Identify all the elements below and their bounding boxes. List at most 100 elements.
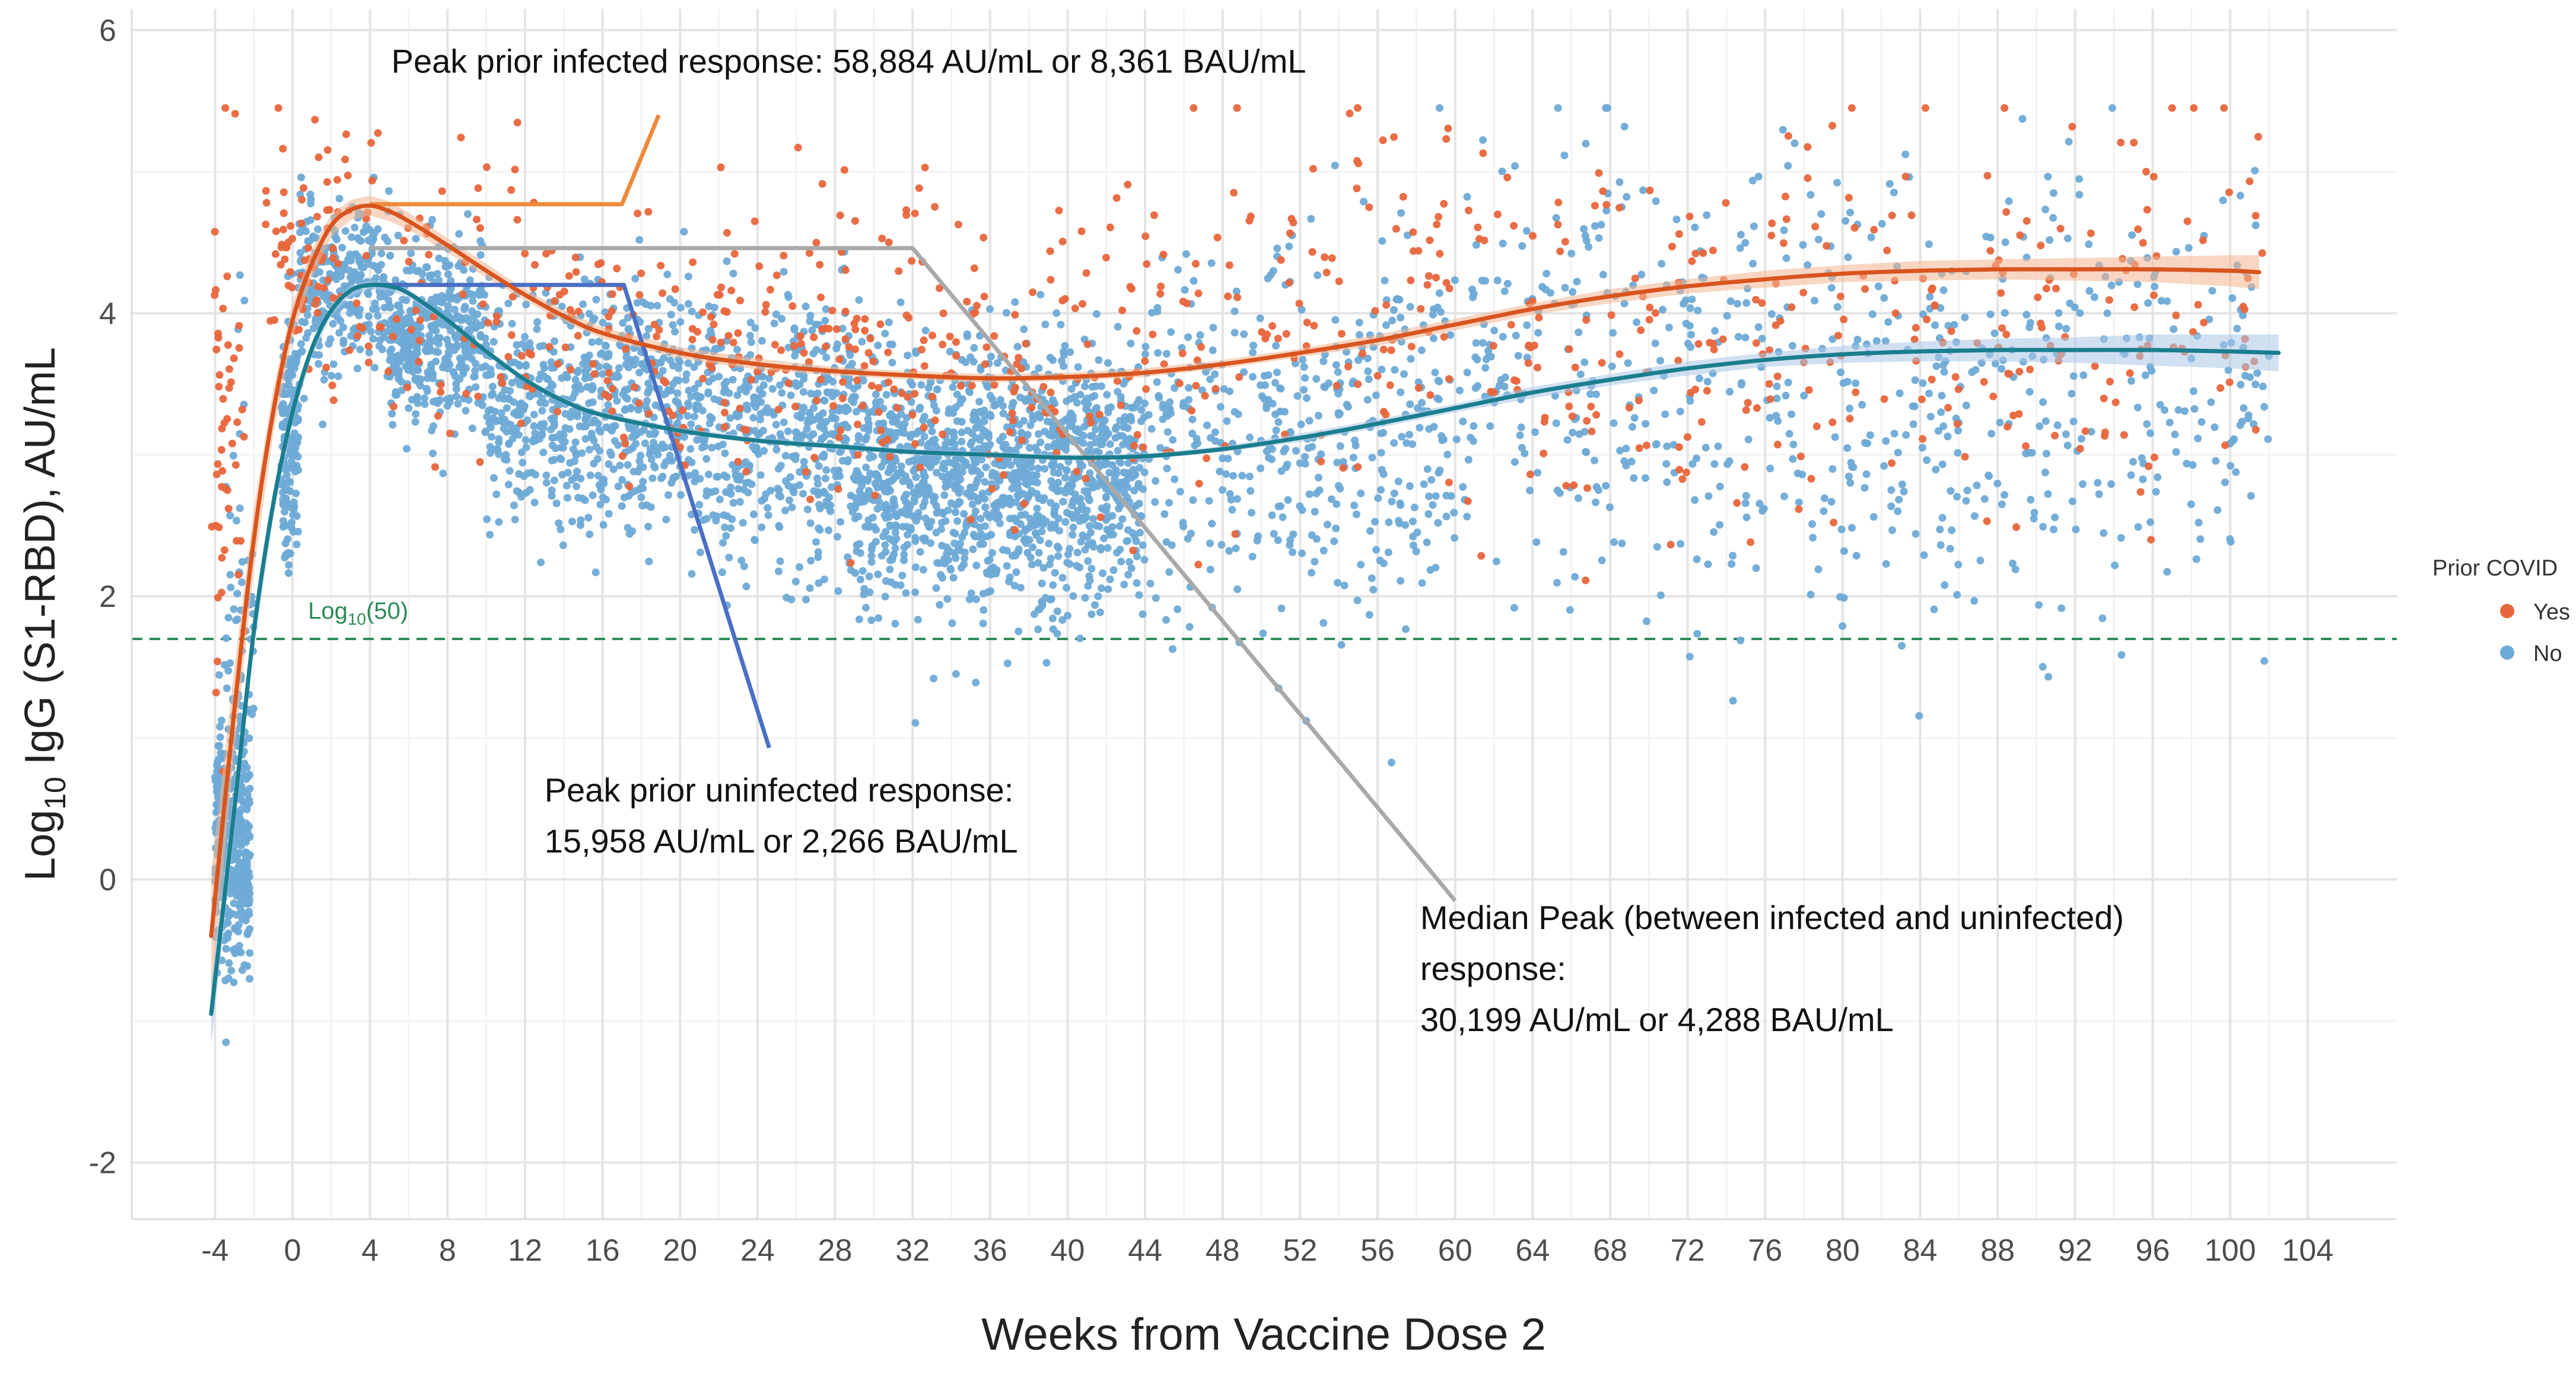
- data-point-no: [406, 307, 414, 315]
- data-point-no: [1653, 543, 1661, 551]
- data-point-no: [2011, 565, 2020, 574]
- data-point-no: [1264, 371, 1273, 379]
- data-point-yes: [355, 323, 364, 331]
- data-point-no: [622, 353, 631, 361]
- data-point-no: [690, 363, 698, 371]
- data-point-no: [573, 368, 581, 377]
- data-point-no: [697, 435, 705, 444]
- data-point-no: [1279, 513, 1287, 521]
- data-point-no: [1642, 419, 1650, 428]
- data-point-yes: [228, 440, 236, 448]
- data-point-no: [1472, 241, 1480, 249]
- data-point-no: [2227, 462, 2235, 470]
- data-point-no: [780, 268, 788, 276]
- data-point-no: [1831, 433, 1839, 441]
- data-point-no: [686, 445, 695, 453]
- data-point-no: [1710, 528, 1718, 536]
- data-point-no: [1246, 487, 1255, 495]
- data-point-no: [349, 305, 358, 313]
- data-point-no: [282, 390, 290, 398]
- data-point-no: [1003, 562, 1011, 570]
- data-point-no: [896, 581, 905, 589]
- data-point-no: [866, 522, 874, 530]
- data-point-no: [1087, 565, 1096, 572]
- data-point-no: [1327, 495, 1335, 503]
- data-point-no: [994, 498, 1003, 507]
- data-point-no: [657, 358, 665, 367]
- data-point-no: [237, 900, 245, 908]
- data-point-no: [749, 414, 758, 422]
- data-point-no: [1842, 217, 1850, 225]
- data-point-no: [972, 561, 981, 570]
- data-point-no: [1205, 497, 1213, 505]
- data-point-no: [776, 557, 784, 565]
- data-point-no: [530, 435, 538, 443]
- data-point-no: [694, 392, 702, 400]
- data-point-no: [2240, 404, 2248, 412]
- data-point-no: [684, 399, 692, 408]
- data-point-no: [1741, 499, 1750, 507]
- data-point-no: [1471, 353, 1480, 361]
- data-point-no: [1264, 274, 1272, 282]
- data-point-no: [1862, 470, 1871, 478]
- data-point-no: [281, 522, 289, 530]
- data-point-no: [1919, 379, 1927, 387]
- data-point-no: [939, 510, 947, 518]
- data-point-no: [1409, 532, 1417, 540]
- data-point-yes: [272, 250, 280, 258]
- data-point-no: [1741, 238, 1750, 247]
- data-point-no: [631, 275, 640, 282]
- data-point-no: [577, 516, 585, 524]
- data-point-no: [1973, 481, 1981, 489]
- data-point-no: [1366, 527, 1374, 535]
- data-point-no: [1439, 435, 1448, 444]
- data-point-no: [1789, 455, 1797, 463]
- data-point-no: [1843, 444, 1852, 452]
- data-point-no: [1332, 361, 1340, 369]
- data-point-no: [1181, 286, 1189, 294]
- data-point-no: [1034, 559, 1042, 567]
- data-point-no: [1954, 561, 1963, 569]
- data-point-no: [246, 799, 254, 807]
- reference-line-label-subscript: 10: [348, 610, 366, 628]
- data-point-no: [882, 548, 890, 556]
- data-point-no: [1652, 440, 1661, 448]
- data-point-no: [1104, 408, 1112, 416]
- data-point-no: [1885, 180, 1894, 188]
- data-point-no: [1087, 610, 1096, 618]
- data-point-no: [1971, 366, 1980, 374]
- data-point-no: [1130, 486, 1138, 495]
- data-point-yes: [219, 395, 227, 403]
- data-point-no: [836, 472, 844, 480]
- data-point-no: [1091, 425, 1099, 434]
- data-point-no: [487, 370, 495, 379]
- data-point-no: [589, 491, 597, 500]
- data-point-no: [555, 400, 564, 409]
- data-point-no: [912, 347, 920, 355]
- data-point-no: [237, 869, 246, 877]
- data-point-no: [998, 402, 1007, 410]
- data-point-no: [1060, 362, 1068, 370]
- data-point-no: [791, 379, 800, 387]
- data-point-no: [1219, 486, 1227, 494]
- data-point-yes: [329, 244, 337, 253]
- data-point-no: [231, 924, 238, 932]
- data-point-no: [496, 416, 504, 424]
- data-point-no: [2156, 400, 2164, 409]
- data-point-no: [314, 360, 323, 368]
- data-point-no: [281, 508, 289, 516]
- data-point-no: [432, 357, 440, 365]
- data-point-no: [478, 401, 486, 409]
- data-point-no: [599, 493, 607, 501]
- data-point-no: [684, 300, 692, 308]
- data-point-no: [1976, 556, 1985, 565]
- data-point-no: [1151, 498, 1159, 506]
- data-point-no: [1484, 347, 1493, 355]
- data-point-no: [751, 324, 759, 332]
- data-point-no: [488, 390, 497, 397]
- data-point-no: [1767, 310, 1776, 318]
- data-point-no: [279, 409, 287, 418]
- data-point-no: [1492, 557, 1500, 565]
- data-point-yes: [323, 178, 331, 186]
- data-point-no: [1898, 480, 1906, 488]
